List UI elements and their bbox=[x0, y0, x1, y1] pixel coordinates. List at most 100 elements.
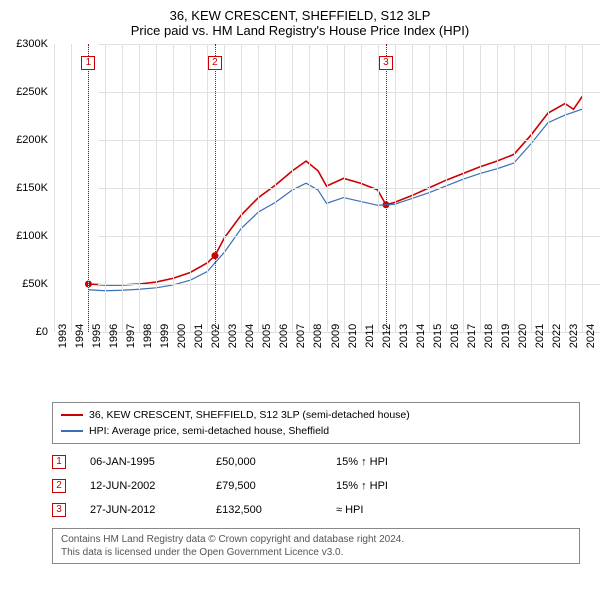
gridline-v bbox=[71, 44, 72, 332]
gridline-v bbox=[173, 44, 174, 332]
gridline-v bbox=[54, 44, 55, 332]
x-axis-label: 2006 bbox=[278, 324, 290, 348]
chart-subtitle: Price paid vs. HM Land Registry's House … bbox=[10, 23, 590, 38]
x-axis-label: 2017 bbox=[466, 324, 478, 348]
y-axis-label: £0 bbox=[8, 326, 48, 338]
gridline-v bbox=[565, 44, 566, 332]
sales-row-price: £132,500 bbox=[216, 504, 336, 516]
sales-row-date: 06-JAN-1995 bbox=[66, 456, 216, 468]
sales-row-date: 12-JUN-2002 bbox=[66, 480, 216, 492]
series-line-price_paid bbox=[88, 97, 582, 285]
y-axis-label: £200K bbox=[8, 134, 48, 146]
gridline-v bbox=[122, 44, 123, 332]
x-axis-label: 2021 bbox=[534, 324, 546, 348]
sales-row-delta: 15% ↑ HPI bbox=[336, 480, 456, 492]
sales-row: 106-JAN-1995£50,00015% ↑ HPI bbox=[52, 450, 580, 474]
sales-row-date: 27-JUN-2012 bbox=[66, 504, 216, 516]
x-axis-label: 2013 bbox=[398, 324, 410, 348]
gridline-v bbox=[395, 44, 396, 332]
gridline-v bbox=[190, 44, 191, 332]
gridline-v bbox=[429, 44, 430, 332]
gridline-v bbox=[275, 44, 276, 332]
x-axis-label: 2018 bbox=[483, 324, 495, 348]
x-axis-label: 2010 bbox=[347, 324, 359, 348]
x-axis-label: 1997 bbox=[125, 324, 137, 348]
gridline-v bbox=[156, 44, 157, 332]
gridline-v bbox=[309, 44, 310, 332]
x-axis-label: 2000 bbox=[176, 324, 188, 348]
y-axis-label: £250K bbox=[8, 86, 48, 98]
x-axis-label: 2024 bbox=[585, 324, 597, 348]
sales-row-marker: 3 bbox=[52, 503, 66, 517]
event-marker-line bbox=[215, 44, 216, 332]
gridline-v bbox=[105, 44, 106, 332]
x-axis-label: 2012 bbox=[381, 324, 393, 348]
y-axis-label: £300K bbox=[8, 38, 48, 50]
legend-swatch bbox=[61, 414, 83, 416]
sales-row-marker: 2 bbox=[52, 479, 66, 493]
gridline-v bbox=[531, 44, 532, 332]
x-axis-label: 2023 bbox=[568, 324, 580, 348]
sales-table: 106-JAN-1995£50,00015% ↑ HPI212-JUN-2002… bbox=[52, 450, 580, 522]
gridline-v bbox=[207, 44, 208, 332]
x-axis-label: 2014 bbox=[415, 324, 427, 348]
x-axis-label: 2019 bbox=[500, 324, 512, 348]
gridline-v bbox=[412, 44, 413, 332]
sales-row-price: £50,000 bbox=[216, 456, 336, 468]
x-axis-label: 2004 bbox=[244, 324, 256, 348]
gridline-v bbox=[327, 44, 328, 332]
footer-line: Contains HM Land Registry data © Crown c… bbox=[61, 533, 571, 546]
footer-box: Contains HM Land Registry data © Crown c… bbox=[52, 528, 580, 564]
legend-item: 36, KEW CRESCENT, SHEFFIELD, S12 3LP (se… bbox=[61, 407, 571, 423]
x-axis-label: 2008 bbox=[312, 324, 324, 348]
sales-row: 212-JUN-2002£79,50015% ↑ HPI bbox=[52, 474, 580, 498]
y-axis-label: £100K bbox=[8, 230, 48, 242]
sales-row-marker: 1 bbox=[52, 455, 66, 469]
event-marker-box: 2 bbox=[208, 56, 222, 70]
x-axis-label: 2009 bbox=[330, 324, 342, 348]
gridline-v bbox=[361, 44, 362, 332]
gridline-v bbox=[139, 44, 140, 332]
legend-item: HPI: Average price, semi-detached house,… bbox=[61, 423, 571, 439]
plot-region bbox=[54, 44, 582, 332]
x-axis-label: 2011 bbox=[364, 324, 376, 348]
x-axis-label: 1994 bbox=[74, 324, 86, 348]
gridline-v bbox=[241, 44, 242, 332]
footer-line: This data is licensed under the Open Gov… bbox=[61, 546, 571, 559]
sales-row-price: £79,500 bbox=[216, 480, 336, 492]
x-axis-label: 2022 bbox=[551, 324, 563, 348]
chart-title: 36, KEW CRESCENT, SHEFFIELD, S12 3LP bbox=[10, 8, 590, 23]
x-axis-label: 1998 bbox=[142, 324, 154, 348]
gridline-v bbox=[548, 44, 549, 332]
gridline-v bbox=[292, 44, 293, 332]
event-marker-line bbox=[88, 44, 89, 332]
x-axis-label: 1996 bbox=[108, 324, 120, 348]
x-axis-label: 1999 bbox=[159, 324, 171, 348]
legend-box: 36, KEW CRESCENT, SHEFFIELD, S12 3LP (se… bbox=[52, 402, 580, 444]
gridline-v bbox=[446, 44, 447, 332]
x-axis-label: 2005 bbox=[261, 324, 273, 348]
gridline-v bbox=[378, 44, 379, 332]
x-axis-label: 1993 bbox=[57, 324, 69, 348]
sales-row: 327-JUN-2012£132,500≈ HPI bbox=[52, 498, 580, 522]
gridline-v bbox=[344, 44, 345, 332]
legend-label: HPI: Average price, semi-detached house,… bbox=[89, 425, 329, 437]
event-marker-box: 3 bbox=[379, 56, 393, 70]
x-axis-label: 2003 bbox=[227, 324, 239, 348]
gridline-v bbox=[258, 44, 259, 332]
x-axis-label: 1995 bbox=[91, 324, 103, 348]
y-axis-label: £150K bbox=[8, 182, 48, 194]
x-axis-label: 2020 bbox=[517, 324, 529, 348]
gridline-v bbox=[514, 44, 515, 332]
chart-container: 36, KEW CRESCENT, SHEFFIELD, S12 3LP Pri… bbox=[0, 0, 600, 590]
event-marker-box: 1 bbox=[81, 56, 95, 70]
sales-row-delta: 15% ↑ HPI bbox=[336, 456, 456, 468]
gridline-v bbox=[224, 44, 225, 332]
x-axis-label: 2016 bbox=[449, 324, 461, 348]
y-axis-label: £50K bbox=[8, 278, 48, 290]
gridline-v bbox=[463, 44, 464, 332]
gridline-v bbox=[497, 44, 498, 332]
x-axis-label: 2007 bbox=[295, 324, 307, 348]
legend-swatch bbox=[61, 430, 83, 432]
sales-row-delta: ≈ HPI bbox=[336, 504, 456, 516]
